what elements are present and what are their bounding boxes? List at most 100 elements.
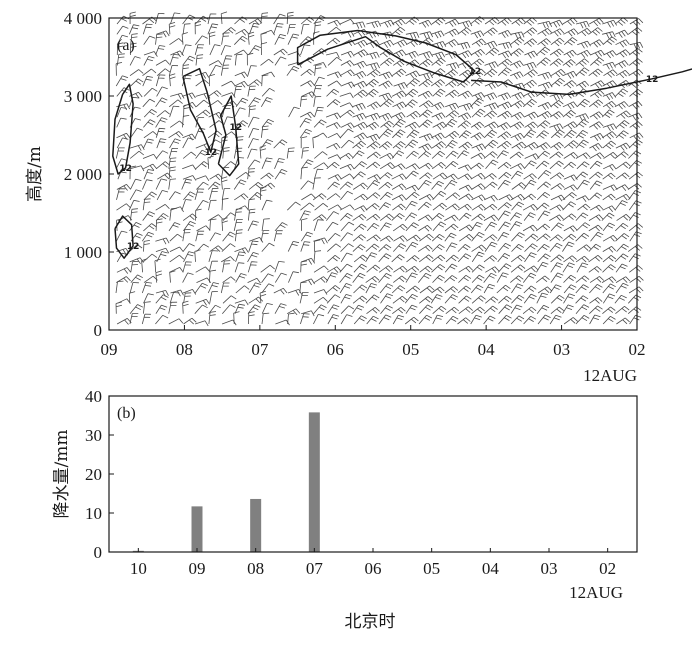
wind-barb [431, 180, 444, 190]
contour-line [114, 215, 134, 259]
wind-barb [248, 240, 259, 252]
wind-barb [602, 184, 618, 192]
wind-barb [378, 265, 393, 273]
wind-barb [563, 274, 577, 283]
wind-barb [340, 173, 355, 180]
wind-barb [170, 92, 185, 100]
contour-label: 12 [205, 148, 218, 158]
wind-barb [301, 218, 308, 231]
wind-barb [418, 254, 434, 263]
wind-barb [143, 109, 157, 118]
wind-barb [432, 172, 448, 180]
wind-barb [261, 157, 273, 169]
wind-barb [235, 97, 249, 108]
wind-barb [247, 198, 256, 211]
wind-barb [577, 203, 591, 211]
wind-barb [300, 313, 310, 325]
wind-barb [143, 301, 151, 314]
wind-barb [523, 27, 538, 36]
wind-barb [510, 275, 524, 283]
wind-barb [510, 264, 526, 273]
wind-barb [445, 140, 458, 149]
wind-barb [222, 212, 236, 221]
wind-barb [366, 62, 380, 70]
wind-barb [130, 33, 138, 45]
wind-barb [405, 265, 420, 273]
wind-barb [509, 121, 525, 130]
wind-barb [615, 193, 631, 201]
wind-barb [536, 304, 550, 314]
wind-barb [391, 254, 405, 263]
wind-barb [602, 123, 617, 132]
wind-barb [431, 141, 447, 150]
wind-barb [537, 253, 551, 263]
wind-barb [366, 69, 381, 78]
panel-a-y-axis-label: 高度/m [25, 146, 45, 202]
wind-barb [380, 120, 394, 129]
wind-barb [590, 57, 605, 66]
wind-barb [404, 99, 418, 108]
wind-barb [576, 20, 590, 29]
wind-barb [404, 293, 418, 304]
wind-barb [326, 52, 340, 58]
wind-barb [497, 50, 513, 59]
wind-barb [537, 102, 552, 111]
wind-barb [535, 160, 550, 170]
wind-barb [445, 102, 460, 111]
wind-barb [510, 304, 523, 314]
wind-barb [445, 150, 459, 159]
panel-b-label: (b) [117, 405, 136, 422]
wind-barb [326, 142, 341, 150]
wind-barb [550, 68, 566, 78]
wind-barb [563, 152, 578, 159]
wind-barb [366, 315, 379, 325]
wind-barb [431, 244, 445, 252]
wind-barb [588, 254, 603, 263]
wind-barb [142, 23, 153, 35]
wind-barb [274, 34, 286, 45]
wind-barb [247, 31, 255, 45]
wind-barb [313, 96, 322, 107]
wind-barb [116, 15, 130, 25]
wind-barb [550, 77, 565, 87]
wind-barb [522, 306, 537, 315]
wind-barb [418, 119, 433, 128]
y-tick-label: 2 000 [64, 165, 102, 184]
wind-barb [274, 261, 285, 273]
wind-barb [155, 13, 165, 25]
wind-barb [628, 212, 641, 221]
wind-barb [588, 224, 603, 232]
wind-barb [234, 71, 249, 79]
wind-barb [222, 55, 233, 66]
x-tick-label: 07 [251, 340, 269, 359]
wind-barb [142, 211, 156, 221]
wind-barb [602, 205, 616, 213]
wind-barb [432, 190, 447, 201]
wind-barb [629, 121, 643, 130]
contour-line [217, 95, 240, 177]
wind-barb [418, 109, 433, 118]
wind-barb [340, 60, 355, 67]
wind-barb [589, 276, 605, 283]
wind-barb [299, 128, 312, 139]
wind-barb [405, 31, 420, 40]
wind-barb [365, 121, 380, 131]
wind-barb [116, 267, 132, 274]
wind-barb [169, 233, 183, 242]
wind-barb [327, 174, 342, 181]
wind-barb [404, 88, 419, 98]
wind-barb [393, 82, 408, 90]
wind-barb [181, 44, 192, 56]
wind-barb [353, 315, 367, 325]
wind-barb [471, 92, 486, 101]
wind-barb [550, 99, 564, 109]
wind-barb [339, 283, 352, 294]
wind-barb [470, 221, 483, 232]
wind-barb [312, 135, 319, 149]
wind-barb [444, 294, 458, 304]
wind-barb [367, 101, 381, 110]
wind-barb [576, 222, 591, 232]
wind-barb [457, 120, 472, 129]
wind-barb [628, 171, 643, 180]
wind-barb [261, 74, 269, 87]
